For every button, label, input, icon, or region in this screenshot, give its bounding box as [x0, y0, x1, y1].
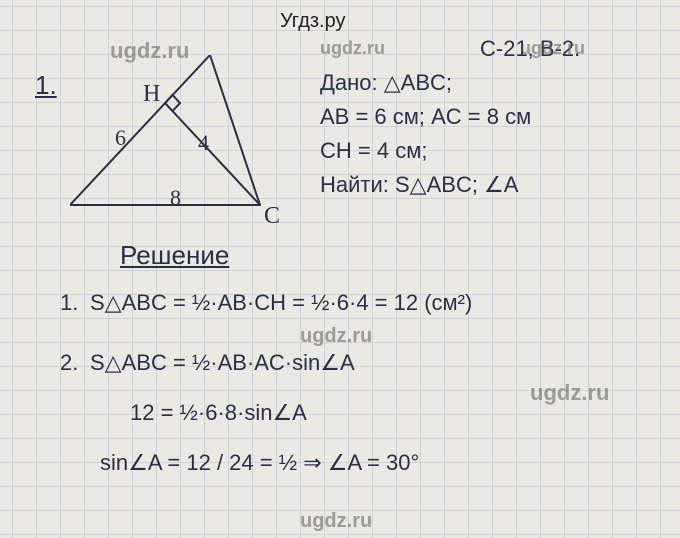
watermark: ugdz.ru	[300, 510, 372, 533]
watermark: ugdz.ru	[320, 38, 385, 59]
step-3-text: 12 = ½·6·8·sin∠A	[130, 400, 307, 426]
given-line-1: AB = 6 см; AC = 8 см	[320, 104, 531, 130]
svg-text:4: 4	[198, 130, 209, 155]
problem-number: 1.	[35, 70, 57, 101]
step-2-text: S△ABC = ½·AB·AC·sin∠A	[90, 350, 355, 376]
svg-text:B: B	[214, 55, 230, 57]
step-2-num: 2.	[60, 350, 78, 376]
svg-text:8: 8	[170, 185, 181, 210]
watermark: ugdz.ru	[520, 38, 585, 59]
watermark: ugdz.ru	[530, 380, 609, 406]
svg-text:6: 6	[115, 125, 126, 150]
given-line-2: CH = 4 см;	[320, 138, 427, 164]
page-title: Угдз.ру	[280, 10, 346, 33]
step-4-text: sin∠A = 12 / 24 = ½ ⇒ ∠A = 30°	[100, 450, 419, 476]
step-1-text: S△ABC = ½·AB·CH = ½·6·4 = 12 (см²)	[90, 290, 472, 316]
given-heading: Дано: △ABC;	[320, 70, 452, 96]
given-line-3: Найти: S△ABC; ∠A	[320, 172, 518, 198]
step-1-num: 1.	[60, 290, 78, 316]
watermark: ugdz.ru	[110, 38, 189, 64]
watermark: ugdz.ru	[300, 325, 372, 348]
svg-text:H: H	[143, 81, 160, 107]
triangle-figure: ABCH648	[70, 55, 290, 245]
svg-text:C: C	[264, 203, 280, 229]
